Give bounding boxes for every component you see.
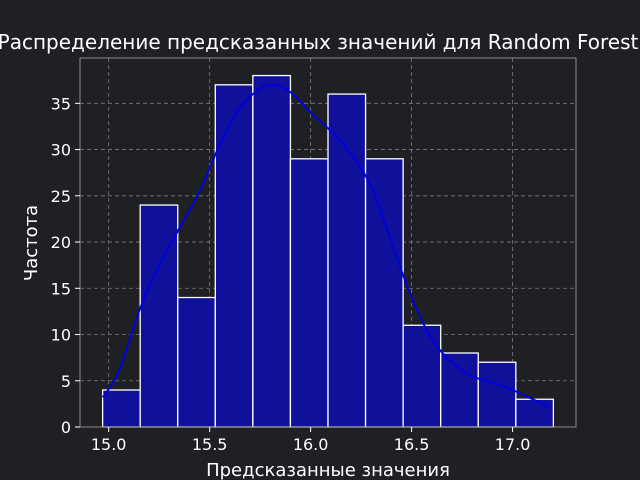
x-tick-label-4: 17.0 — [495, 435, 531, 454]
histogram-bar-2 — [177, 296, 216, 428]
histogram-bar-9 — [440, 352, 479, 428]
y-axis-label: Частота — [21, 205, 42, 281]
y-tick-label-3: 15 — [51, 279, 71, 298]
x-axis-ticks: 15.0 15.5 16.0 16.5 17.0 — [91, 427, 531, 454]
x-axis-label: Предсказанные значения — [206, 460, 450, 480]
y-tick-label-6: 30 — [51, 141, 71, 160]
kde-curve — [101, 83, 550, 408]
histogram-bar-11 — [515, 398, 555, 428]
y-tick-label-2: 10 — [51, 326, 71, 345]
y-tick-label-4: 20 — [51, 233, 71, 252]
histogram-bar-1 — [139, 204, 179, 428]
histogram-bar-8 — [402, 324, 442, 428]
histogram-bar-5 — [289, 158, 329, 428]
kde-curve-group — [101, 83, 550, 408]
x-tick-label-0: 15.0 — [91, 435, 127, 454]
x-tick-label-3: 16.5 — [394, 435, 430, 454]
y-axis-ticks: 0 5 10 15 20 25 30 35 — [51, 94, 80, 437]
histogram-bar-6 — [327, 93, 367, 428]
histogram-bar-0 — [101, 389, 141, 428]
histogram-bar-7 — [364, 158, 404, 428]
chart-title: Распределение предсказанных значений для… — [0, 30, 638, 54]
y-tick-label-1: 5 — [61, 372, 71, 391]
histogram-bar-10 — [477, 361, 517, 428]
histogram-bar-4 — [252, 74, 292, 428]
x-tick-label-2: 16.0 — [293, 435, 329, 454]
x-tick-label-1: 15.5 — [192, 435, 228, 454]
y-tick-label-0: 0 — [61, 418, 71, 437]
histogram-bar-3 — [214, 84, 254, 428]
y-tick-label-7: 35 — [51, 94, 71, 113]
y-tick-label-5: 25 — [51, 187, 71, 206]
